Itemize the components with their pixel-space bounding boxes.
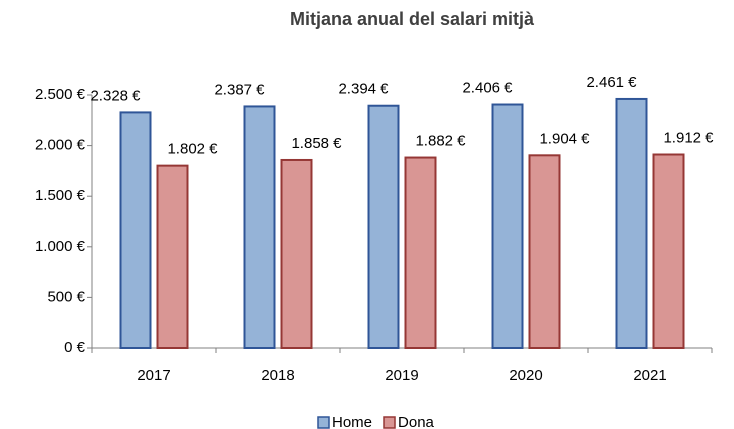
y-tick-label: 1.000 € [35, 238, 86, 255]
data-label: 1.802 € [167, 141, 218, 158]
legend-swatch [317, 416, 330, 429]
data-label: 1.912 € [663, 129, 714, 146]
bar [119, 111, 152, 349]
bar [615, 97, 648, 350]
y-tick-label: 0 € [64, 339, 86, 356]
y-tick-label: 2.000 € [35, 137, 86, 154]
data-label: 1.882 € [415, 133, 466, 150]
data-label: 1.904 € [539, 130, 590, 147]
data-label: 2.387 € [214, 81, 265, 98]
x-tick-label: 2021 [633, 367, 666, 384]
data-label: 1.858 € [291, 135, 342, 152]
x-tick-label: 2019 [385, 367, 418, 384]
legend-label: Dona [398, 414, 435, 429]
legend-swatch [383, 416, 396, 429]
bar [280, 158, 313, 349]
x-tick-label: 2020 [509, 367, 542, 384]
data-label: 2.394 € [338, 81, 389, 98]
x-tick-label: 2017 [137, 367, 170, 384]
y-tick-label: 2.500 € [35, 86, 86, 103]
bar [404, 156, 437, 349]
bar [528, 154, 561, 349]
data-label: 2.406 € [462, 79, 513, 96]
bar [156, 164, 189, 349]
legend-label: Home [332, 414, 372, 429]
bar [243, 105, 276, 350]
bar [652, 153, 685, 349]
bar [367, 104, 400, 349]
chart-title: Mitjana anual del salari mitjà [290, 9, 535, 29]
data-label: 2.328 € [90, 87, 141, 104]
bar [491, 103, 524, 349]
data-label: 2.461 € [586, 74, 637, 91]
y-tick-label: 500 € [47, 288, 85, 305]
x-tick-label: 2018 [261, 367, 294, 384]
y-tick-label: 1.500 € [35, 187, 86, 204]
